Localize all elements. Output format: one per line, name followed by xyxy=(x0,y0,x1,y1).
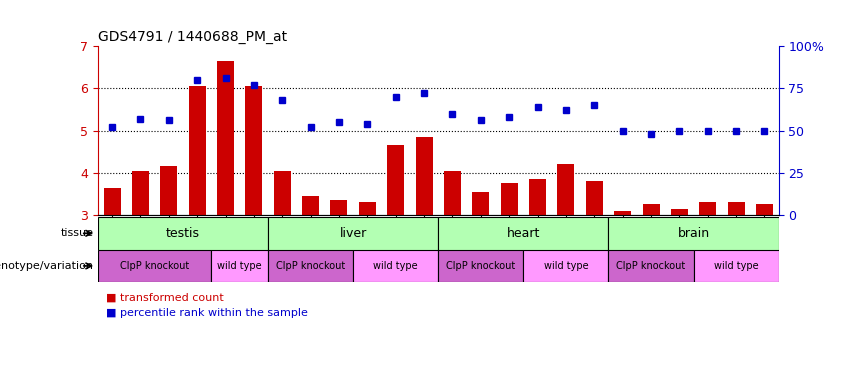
Text: ■ percentile rank within the sample: ■ percentile rank within the sample xyxy=(106,308,308,318)
Bar xyxy=(438,217,608,250)
Bar xyxy=(189,86,206,215)
Bar xyxy=(302,196,319,215)
Text: testis: testis xyxy=(166,227,200,240)
Bar xyxy=(671,209,688,215)
Bar xyxy=(268,250,353,282)
Bar xyxy=(756,204,773,215)
Text: wild type: wild type xyxy=(544,261,588,271)
Bar xyxy=(98,217,268,250)
Bar xyxy=(585,181,603,215)
Bar xyxy=(444,170,461,215)
Bar xyxy=(643,204,660,215)
Bar xyxy=(104,188,121,215)
Text: GDS4791 / 1440688_PM_at: GDS4791 / 1440688_PM_at xyxy=(98,30,287,44)
Text: wild type: wild type xyxy=(714,261,758,271)
Text: tissue: tissue xyxy=(60,228,94,238)
Bar xyxy=(274,170,291,215)
Text: ClpP knockout: ClpP knockout xyxy=(276,261,346,271)
Text: ClpP knockout: ClpP knockout xyxy=(120,261,189,271)
Bar xyxy=(217,61,234,215)
Bar xyxy=(694,250,779,282)
Bar xyxy=(608,217,779,250)
Bar xyxy=(557,164,574,215)
Text: wild type: wild type xyxy=(217,261,262,271)
Bar xyxy=(245,86,262,215)
Bar xyxy=(359,202,376,215)
Bar xyxy=(98,250,211,282)
Bar xyxy=(608,250,694,282)
Text: ClpP knockout: ClpP knockout xyxy=(616,261,686,271)
Bar xyxy=(415,137,432,215)
Text: heart: heart xyxy=(506,227,540,240)
Text: wild type: wild type xyxy=(374,261,418,271)
Bar xyxy=(728,202,745,215)
Bar xyxy=(160,167,177,215)
Bar xyxy=(211,250,268,282)
Bar xyxy=(353,250,438,282)
Bar xyxy=(268,217,438,250)
Text: ■ transformed count: ■ transformed count xyxy=(106,293,224,303)
Bar xyxy=(472,192,489,215)
Bar xyxy=(500,184,517,215)
Bar xyxy=(700,202,717,215)
Bar xyxy=(523,250,608,282)
Text: genotype/variation: genotype/variation xyxy=(0,261,94,271)
Text: brain: brain xyxy=(677,227,710,240)
Bar xyxy=(132,170,149,215)
Bar xyxy=(529,179,546,215)
Text: liver: liver xyxy=(340,227,367,240)
Text: ClpP knockout: ClpP knockout xyxy=(446,261,516,271)
Bar xyxy=(330,200,347,215)
Bar xyxy=(387,146,404,215)
Bar xyxy=(614,211,631,215)
Bar xyxy=(438,250,523,282)
